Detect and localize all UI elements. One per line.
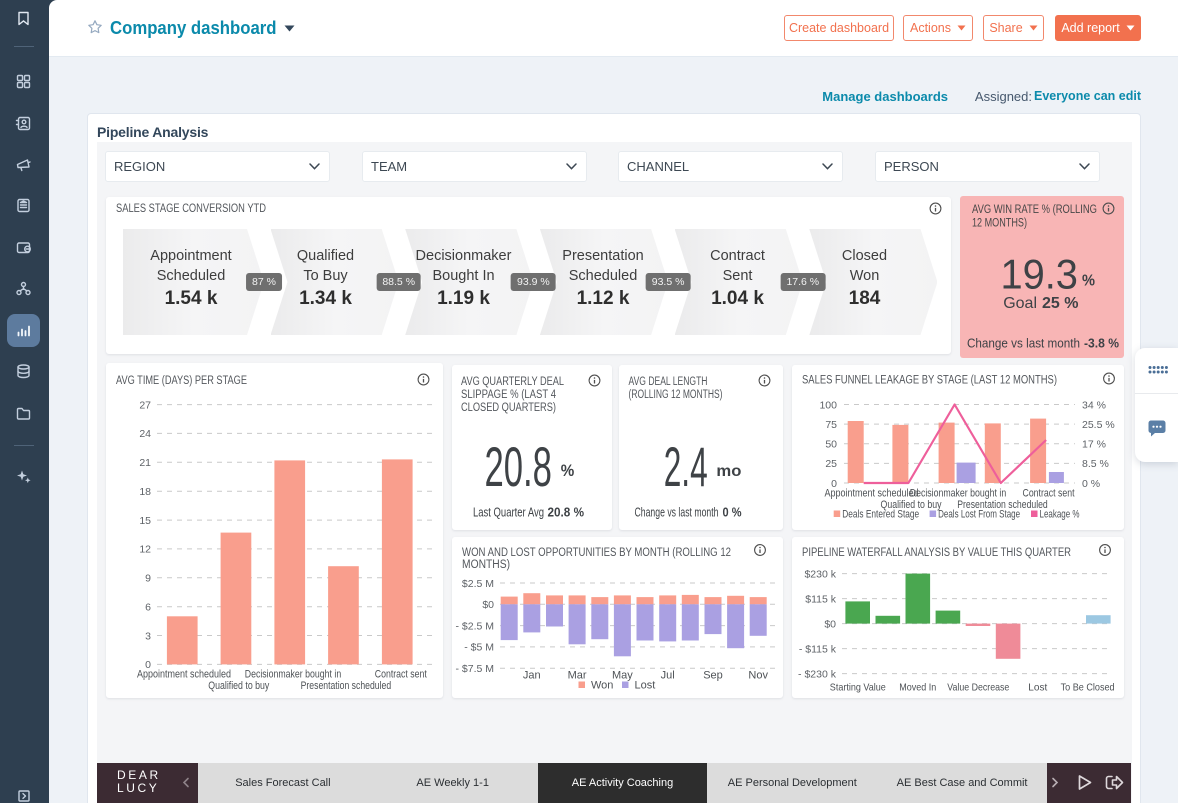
svg-text:50: 50: [825, 439, 837, 451]
svg-text:Decisionmaker bought in: Decisionmaker bought in: [245, 669, 342, 681]
svg-text:0: 0: [831, 478, 837, 490]
svg-text:SALES FUNNEL LEAKAGE BY STAGE: SALES FUNNEL LEAKAGE BY STAGE (LAST 12 M…: [802, 375, 1057, 387]
svg-text:- $7.5 M: - $7.5 M: [455, 663, 494, 675]
svg-text:27: 27: [139, 399, 151, 411]
svg-text:3: 3: [145, 630, 151, 642]
svg-text:Jul: Jul: [661, 670, 675, 682]
svg-text:Sep: Sep: [703, 670, 723, 682]
svg-text:$2.5 M: $2.5 M: [462, 578, 494, 590]
svg-text:12: 12: [139, 544, 151, 556]
svg-text:%: %: [1082, 272, 1095, 289]
svg-text:Jan: Jan: [523, 670, 541, 682]
svg-text:SLIPPAGE % (LAST 4: SLIPPAGE % (LAST 4: [461, 389, 556, 401]
svg-text:$115 k: $115 k: [805, 593, 836, 605]
svg-text:(ROLLING 12 MONTHS): (ROLLING 12 MONTHS): [628, 389, 722, 401]
svg-text:12 MONTHS): 12 MONTHS): [972, 218, 1027, 230]
svg-text:mo: mo: [716, 463, 741, 480]
svg-text:21: 21: [139, 457, 151, 469]
svg-text:100: 100: [819, 399, 837, 411]
svg-text:$0: $0: [824, 618, 836, 630]
svg-text:Appointment scheduled: Appointment scheduled: [825, 488, 919, 500]
svg-text:Change vs last month: Change vs last month: [634, 505, 718, 520]
svg-text:18: 18: [139, 486, 151, 498]
svg-text:20.8: 20.8: [484, 435, 552, 498]
svg-text:8.5 %: 8.5 %: [1082, 458, 1109, 470]
svg-text:Moved In: Moved In: [899, 682, 936, 694]
svg-text:CLOSED QUARTERS): CLOSED QUARTERS): [461, 402, 556, 414]
svg-text:$230 k: $230 k: [804, 568, 836, 580]
svg-text:25.5 %: 25.5 %: [1082, 419, 1115, 431]
svg-text:AVG QUARTERLY DEAL: AVG QUARTERLY DEAL: [461, 376, 564, 388]
svg-text:SALES STAGE CONVERSION YTD: SALES STAGE CONVERSION YTD: [116, 203, 266, 215]
svg-text:-3.8 %: -3.8 %: [1084, 336, 1120, 351]
svg-text:9: 9: [145, 573, 151, 585]
svg-text:Deals Lost From Stage: Deals Lost From Stage: [938, 509, 1020, 521]
svg-text:2.4: 2.4: [663, 435, 707, 498]
svg-text:- $230 k: - $230 k: [798, 668, 837, 680]
svg-text:Contract sent: Contract sent: [1023, 488, 1075, 500]
svg-text:Leakage %: Leakage %: [1040, 509, 1080, 521]
svg-text:Appointment scheduled: Appointment scheduled: [137, 669, 231, 681]
svg-text:17 %: 17 %: [1082, 439, 1106, 451]
svg-text:15: 15: [139, 515, 151, 527]
svg-text:Lost: Lost: [635, 680, 656, 692]
svg-text:24: 24: [139, 428, 151, 440]
svg-text:- $5 M: - $5 M: [464, 642, 494, 654]
svg-text:Goal: Goal: [1003, 295, 1037, 312]
svg-text:Qualified to buy: Qualified to buy: [881, 499, 942, 511]
svg-text:May: May: [612, 670, 633, 682]
svg-text:Won: Won: [591, 680, 613, 692]
svg-text:AVG DEAL LENGTH: AVG DEAL LENGTH: [628, 376, 707, 388]
svg-text:Presentation scheduled: Presentation scheduled: [957, 499, 1048, 511]
svg-text:AVG WIN RATE % (ROLLING: AVG WIN RATE % (ROLLING: [972, 204, 1097, 216]
svg-text:0: 0: [145, 659, 151, 671]
svg-text:- $115 k: - $115 k: [799, 643, 837, 655]
svg-text:0 %: 0 %: [722, 505, 741, 520]
svg-text:To Be Closed: To Be Closed: [1061, 682, 1115, 694]
svg-text:Mar: Mar: [568, 670, 587, 682]
svg-text:PIPELINE WATERFALL ANALYSIS BY: PIPELINE WATERFALL ANALYSIS BY VALUE THI…: [802, 547, 1071, 559]
svg-text:Starting Value: Starting Value: [830, 682, 886, 694]
svg-text:Value Decrease: Value Decrease: [947, 682, 1009, 694]
svg-text:Contract sent: Contract sent: [375, 669, 427, 681]
svg-text:19.3: 19.3: [1000, 251, 1077, 298]
svg-text:%: %: [561, 461, 575, 480]
svg-text:WON AND LOST OPPORTUNITIES BY: WON AND LOST OPPORTUNITIES BY MONTH (ROL…: [462, 547, 731, 559]
svg-text:Lost: Lost: [1028, 682, 1047, 694]
svg-text:AVG TIME (DAYS) PER STAGE: AVG TIME (DAYS) PER STAGE: [116, 375, 247, 387]
svg-text:Presentation scheduled: Presentation scheduled: [301, 680, 392, 692]
svg-text:Qualified to buy: Qualified to buy: [208, 680, 269, 692]
svg-text:MONTHS): MONTHS): [462, 559, 510, 571]
svg-text:25 %: 25 %: [1042, 295, 1078, 312]
svg-text:Change vs last month: Change vs last month: [967, 336, 1080, 351]
svg-text:Decisionmaker bought in: Decisionmaker bought in: [910, 488, 1007, 500]
svg-text:75: 75: [825, 419, 837, 431]
svg-text:$0: $0: [482, 599, 494, 611]
svg-text:6: 6: [145, 602, 151, 614]
svg-text:34 %: 34 %: [1082, 399, 1106, 411]
svg-text:- $2.5 M: - $2.5 M: [455, 620, 494, 632]
svg-text:Deals Entered Stage: Deals Entered Stage: [842, 509, 919, 521]
svg-text:Nov: Nov: [748, 670, 768, 682]
svg-text:25: 25: [825, 458, 837, 470]
svg-text:Last Quarter Avg: Last Quarter Avg: [473, 505, 544, 520]
svg-text:20.8 %: 20.8 %: [548, 505, 585, 520]
svg-text:0 %: 0 %: [1082, 478, 1100, 490]
